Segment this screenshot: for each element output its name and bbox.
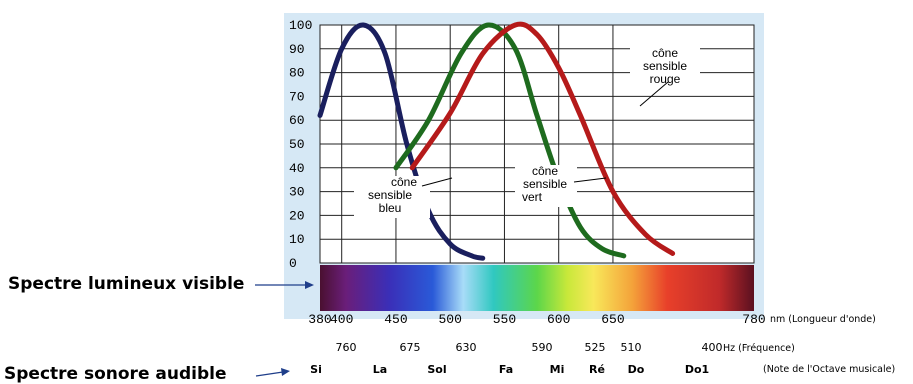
audible-arrow-head: [281, 368, 290, 376]
curve-blue: [317, 22, 486, 261]
annotation-bleu-line3: bleu: [379, 201, 402, 215]
annotation-rouge-line2: sensible: [643, 59, 687, 73]
curve-green: [393, 22, 627, 259]
y-tick-label-4: 60: [289, 113, 305, 128]
x-tick-label-1: 400: [330, 312, 353, 327]
frequency-row: 760 675 630 590 525 510 400: [336, 341, 723, 354]
annotation-rouge-line1: cône: [652, 46, 678, 60]
y-tick-label-5: 50: [289, 137, 305, 152]
annotation-rouge-line3: rouge: [650, 72, 681, 86]
note-label-0: Si: [310, 363, 322, 376]
x-tick-label-6: 650: [601, 312, 624, 327]
audible-spectrum-label: Spectre sonore audible: [4, 364, 227, 384]
curve-red: [409, 21, 676, 256]
visible-spectrum-label: Spectre lumineux visible: [8, 274, 245, 294]
audible-arrow-line: [255, 371, 284, 377]
y-tick-label-9: 10: [289, 232, 305, 247]
y-tick-label-2: 80: [289, 66, 305, 81]
frequency-label-2: 630: [456, 341, 477, 354]
x-tick-label-2: 450: [384, 312, 407, 327]
x-tick-label-0: 380: [308, 312, 331, 327]
y-tick-label-0: 100: [289, 18, 312, 33]
y-tick-label-3: 70: [289, 89, 305, 104]
y-tick-label-1: 90: [289, 42, 305, 57]
annotation-vert-line1: cône: [532, 164, 558, 178]
visible-spectrum-bar: [320, 265, 754, 311]
frequency-label-4: 525: [585, 341, 606, 354]
x-tick-label-4: 550: [493, 312, 516, 327]
annotation-bleu-line1: cône: [391, 175, 417, 189]
frequency-label-6: 400: [702, 341, 723, 354]
note-label-1: La: [373, 363, 387, 376]
frequency-label-1: 675: [400, 341, 421, 354]
frequency-label-5: 510: [621, 341, 642, 354]
frequency-label-3: 590: [532, 341, 553, 354]
note-label-3: Fa: [499, 363, 513, 376]
annotation-rouge-pointer: [639, 81, 669, 107]
y-tick-label-10: 0: [289, 256, 297, 271]
notes-unit-note: (Note de l'Octave musicale): [763, 364, 895, 375]
frequency-unit-note: Hz (Fréquence): [723, 343, 795, 354]
y-tick-label-8: 20: [289, 208, 305, 223]
annotation-bleu-box: [354, 176, 430, 218]
visible-arrow-head: [305, 281, 314, 289]
note-label-6: Do: [628, 363, 645, 376]
annotation-vert-line3: vert: [522, 190, 543, 204]
y-tick-label-7: 30: [289, 185, 305, 200]
annotation-bleu-pointer: [421, 177, 453, 187]
notes-row: Si La Sol Fa Mi Ré Do Do1: [310, 363, 709, 376]
x-unit-note: nm (Longueur d'onde): [770, 314, 876, 325]
annotation-rouge-box: [630, 48, 700, 90]
annotation-vert-pointer: [573, 177, 607, 183]
annotation-vert-box: [515, 165, 577, 207]
note-label-7: Do1: [685, 363, 709, 376]
sensitivity-curves: [317, 21, 676, 261]
annotation-vert-line2: sensible: [523, 177, 567, 191]
x-tick-label-7: 780: [742, 312, 765, 327]
x-tick-label-5: 600: [547, 312, 570, 327]
frequency-label-0: 760: [336, 341, 357, 354]
note-label-5: Ré: [589, 363, 605, 376]
annotation-bleu-line2: sensible: [368, 188, 412, 202]
note-label-4: Mi: [550, 363, 565, 376]
plot-frame: [319, 24, 755, 264]
x-tick-label-3: 500: [438, 312, 461, 327]
note-label-2: Sol: [427, 363, 446, 376]
y-tick-label-6: 40: [289, 161, 305, 176]
